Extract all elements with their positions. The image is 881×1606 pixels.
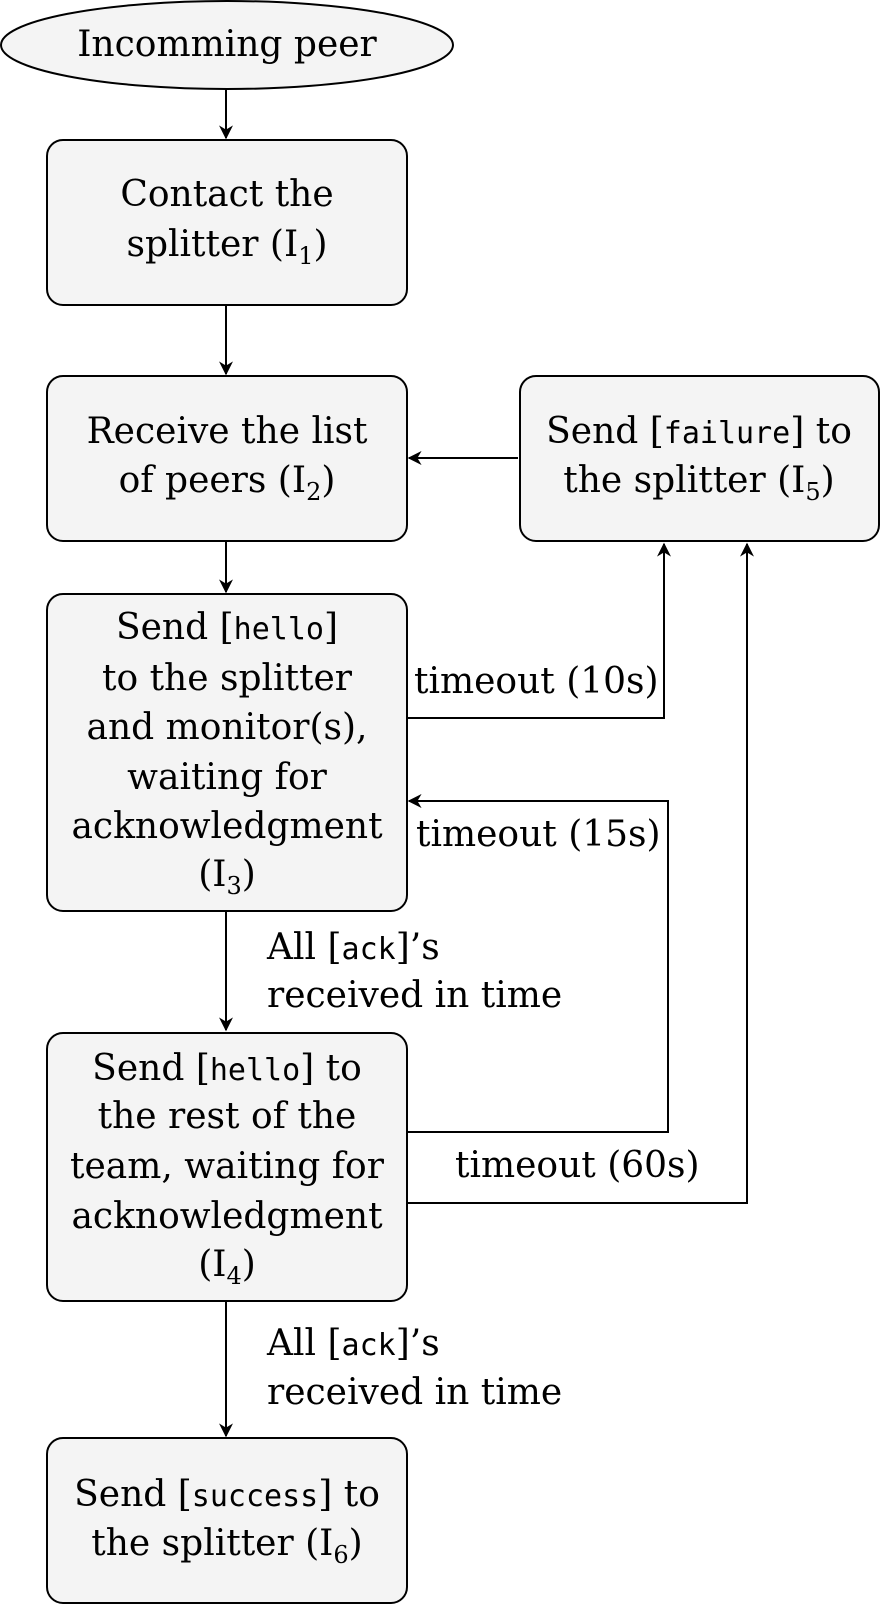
label-i4-i6-line2: received in time [267,1372,562,1413]
node-i4: Send [hello] to the rest of the team, wa… [46,1032,408,1302]
node-i5: Send [failure] to the splitter (I5) [519,375,880,542]
node-i5-line2: the splitter (I5) [563,460,834,506]
label-timeout-10s: timeout (10s) [414,661,659,702]
node-i3-line1: Send [hello] [116,607,338,648]
label-timeout-60s: timeout (60s) [455,1145,700,1186]
node-i3-line6: (I3) [198,854,256,900]
edge-i4-timeout-60-to-i5 [407,542,754,1204]
node-i3-line3: and monitor(s), [86,707,367,748]
node-i2-line2: of peers (I2) [119,460,336,506]
edge-i3-timeout-10-to-i5 [407,542,671,719]
label-i3-i4-line2: received in time [267,975,562,1016]
node-i3-line5: acknowledgment [71,806,383,847]
edge-i4-timeout-15-to-i3 [407,794,669,1133]
node-i3-line4: waiting for [127,757,327,798]
node-i4-line4: acknowledgment [71,1196,383,1237]
node-start-label: Incomming peer [77,24,377,65]
node-i6-line1: Send [success] to [74,1474,380,1515]
label-timeout-15s: timeout (15s) [416,814,661,855]
node-i4-line1: Send [hello] to [92,1048,362,1089]
node-i6: Send [success] to the splitter (I6) [46,1437,408,1604]
node-i2: Receive the list of peers (I2) [46,375,408,542]
node-i4-line2: the rest of the [98,1096,357,1137]
node-i1-line1: Contact the [120,174,333,215]
node-i1: Contact the splitter (I1) [46,139,408,306]
node-i6-line2: the splitter (I6) [91,1523,362,1569]
node-i1-line2: splitter (I1) [126,224,327,270]
node-i5-line1: Send [failure] to [546,411,852,452]
node-i4-line5: (I4) [198,1244,256,1290]
label-i3-i4-line1: All [ack]’s [266,927,440,968]
node-i3: Send [hello] to the splitter and monitor… [46,593,408,912]
node-i4-line3: team, waiting for [70,1146,385,1187]
node-i2-line1: Receive the list [87,411,368,452]
node-i3-line2: to the splitter [102,658,353,699]
node-start: Incomming peer [0,0,454,90]
label-i4-i6-line1: All [ack]’s [266,1323,440,1364]
